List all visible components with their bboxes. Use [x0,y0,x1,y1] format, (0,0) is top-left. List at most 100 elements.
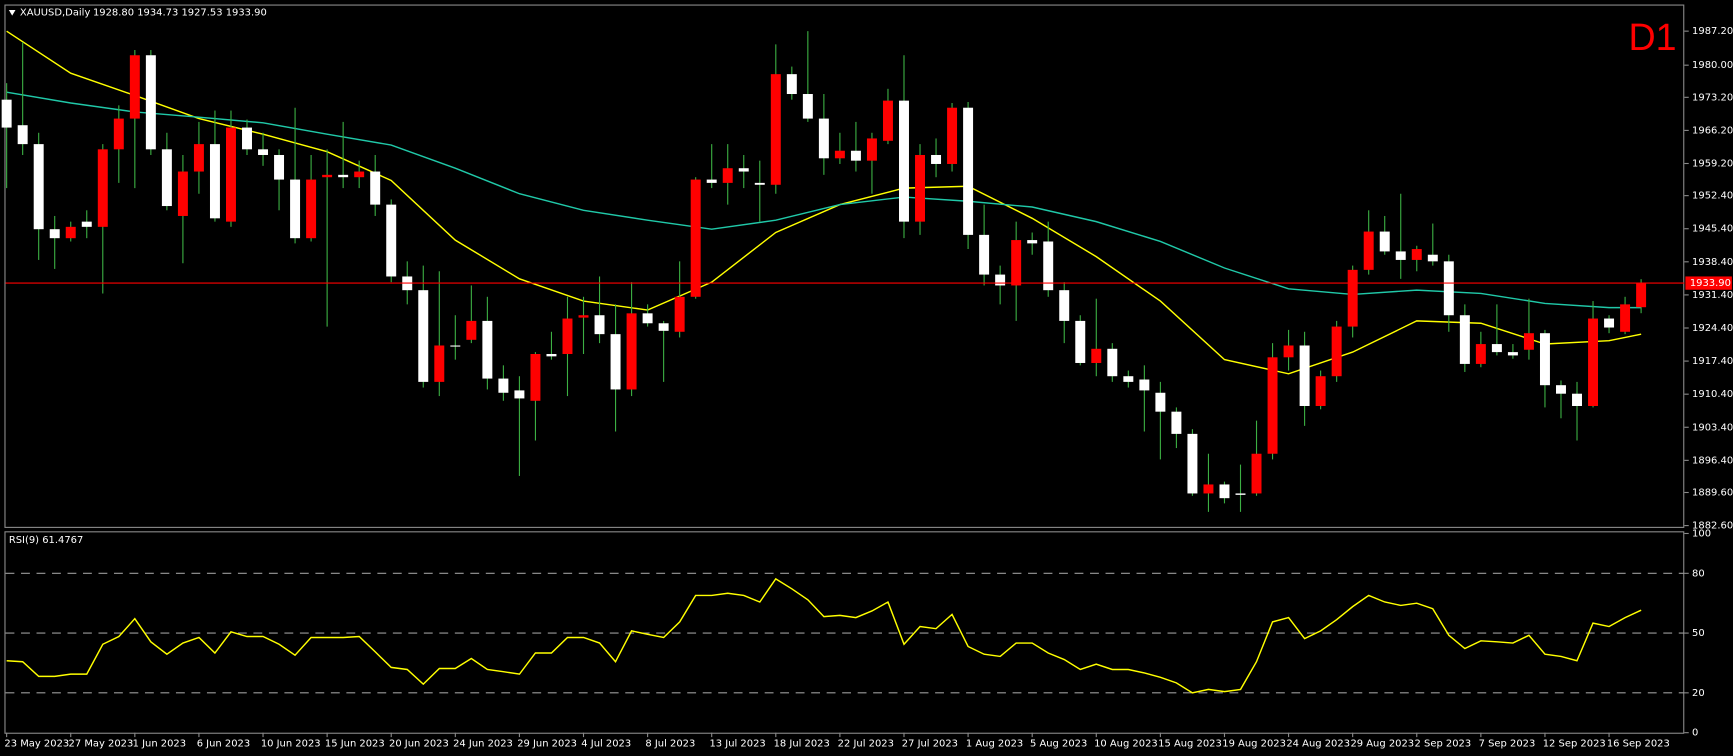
y-tick-label: 1959.20 [1692,158,1733,169]
candle-body [258,149,269,155]
candle-body [1123,376,1134,382]
candle-body [33,144,44,230]
x-tick-label: 27 Jul 2023 [902,739,958,750]
candle-body [1331,326,1342,377]
candle-body [193,144,204,172]
candle-body [418,290,429,382]
candle-body [1075,320,1086,363]
candle-body [65,226,76,239]
ohlc-readout: 1928.80 1934.73 1927.53 1933.90 [93,7,267,18]
x-tick-label: 18 Jul 2023 [774,739,830,750]
y-tick-label: 20 [1692,688,1705,699]
candle-body [1219,484,1230,499]
moving-average [6,91,1642,309]
candle-body [818,118,829,159]
candle-body [1379,231,1390,252]
candle-body [1043,241,1054,291]
x-tick-label: 1 Jun 2023 [133,739,186,750]
candle-body [1187,433,1198,494]
x-tick-label: 29 Aug 2023 [1350,739,1414,750]
price-panel-frame [4,4,1685,528]
candle-body [578,315,589,318]
candle-body [594,315,605,335]
x-tick-label: 6 Jun 2023 [197,739,250,750]
x-tick-label: 24 Jun 2023 [453,739,513,750]
x-tick-label: 16 Sep 2023 [1607,739,1670,750]
candle-body [899,100,909,222]
candle-body [1107,348,1118,377]
candle-body [1363,231,1374,270]
candle-body [386,204,397,277]
rsi-title: RSI(9) 61.4767 [9,535,83,546]
candle-body [1299,345,1310,406]
candle-body [177,171,188,216]
x-tick-label: 4 Jul 2023 [581,739,631,750]
candle-body [1507,352,1518,356]
y-tick-label: 1980.00 [1692,60,1733,71]
x-tick-label: 12 Sep 2023 [1543,739,1606,750]
candle-body [690,179,701,297]
candle-body [161,149,172,207]
candle-body [1523,333,1534,350]
x-tick-label: 15 Jun 2023 [325,739,385,750]
candle-body [802,94,813,119]
candle-body [1636,283,1647,308]
x-tick-label: 13 Jul 2023 [709,739,765,750]
y-tick-label: 50 [1692,628,1705,639]
x-tick-label: 24 Aug 2023 [1286,739,1350,750]
candle-body [370,171,381,205]
candle-body [658,323,669,331]
candle-body [1604,318,1615,328]
x-tick-label: 23 May 2023 [4,739,69,750]
candle-body [1411,249,1422,260]
candle-body [1027,240,1038,244]
candle-body [1203,484,1214,494]
candle-body [1572,393,1582,406]
candle-body [963,107,974,235]
candle-body [129,55,140,119]
y-tick-label: 1952.40 [1692,191,1733,202]
candle-body [610,334,621,390]
y-tick-label: 1966.20 [1692,125,1733,136]
x-tick-label: 10 Jun 2023 [261,739,321,750]
x-tick-label: 19 Aug 2023 [1222,739,1286,750]
candle-body [97,149,108,227]
y-tick-label: 1882.60 [1692,521,1733,532]
candle-body [1620,304,1631,332]
candle-body [354,171,365,178]
x-tick-label: 8 Jul 2023 [645,739,695,750]
x-tick-label: 22 Jul 2023 [838,739,894,750]
candle-body [1283,345,1294,358]
candle-body [1091,348,1102,363]
y-tick-label: 1945.40 [1692,224,1733,235]
x-tick-label: 2 Sep 2023 [1415,739,1472,750]
y-tick-label: 80 [1692,568,1705,579]
last-price-box [1685,276,1732,290]
candle-body [1,99,12,128]
candle-body [1475,344,1486,364]
x-tick-label: 20 Jun 2023 [389,739,449,750]
candle-body [770,74,781,185]
y-tick-label: 1973.20 [1692,92,1733,103]
candle-body [434,345,445,382]
x-tick-label: 27 May 2023 [69,739,134,750]
candle-body [754,182,765,185]
candle-body [81,221,92,227]
y-tick-label: 1910.40 [1692,389,1733,400]
candle-body [1155,392,1166,412]
candle-body [1235,493,1246,495]
candle-body [995,274,1006,286]
candle-body [145,55,156,150]
candle-body [1171,411,1182,434]
candle-body [49,229,60,239]
last-price-label: 1933.90 [1690,278,1731,289]
candle-body [1556,385,1566,394]
candle-body [498,378,509,393]
candle-body [306,179,317,239]
candle-body [1427,254,1438,262]
candle-body [1539,333,1550,386]
candle-body [1251,453,1262,494]
candle-body [626,313,637,390]
symbol-title: XAUUSD,Daily [20,7,91,18]
